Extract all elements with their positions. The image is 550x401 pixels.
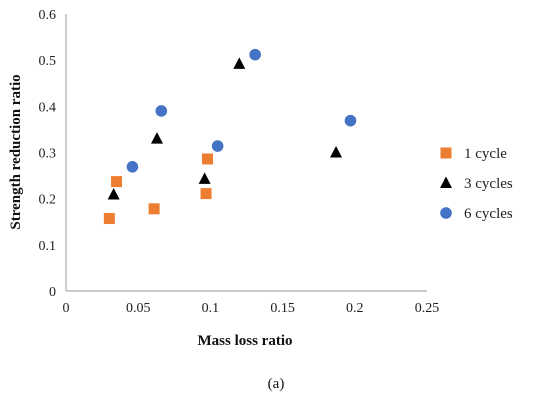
data-point-circle (344, 114, 357, 127)
data-point-square (148, 203, 160, 215)
legend-label: 1 cycle (464, 146, 507, 162)
y-axis-title: Strength reduction ratio (8, 74, 24, 229)
data-point-circle (249, 48, 261, 61)
y-tick-label: 0.2 (39, 193, 57, 208)
y-tick-label: 0.4 (39, 100, 57, 115)
x-tick-label: 0.05 (126, 301, 151, 316)
data-point-circle (155, 105, 168, 117)
y-tick-label: 0.5 (39, 54, 57, 69)
x-tick-label: 0.2 (346, 301, 364, 316)
data-point-circle (211, 140, 224, 152)
data-point-circle (126, 161, 139, 173)
legend-label: 6 cycles (464, 206, 513, 222)
legend: 1 cycle 3 cycles 6 cycles (440, 146, 513, 222)
data-point-triangle (107, 188, 120, 200)
data-point-square (202, 153, 214, 165)
legend-marker-square (440, 147, 452, 159)
x-tick-labels: 0 0.05 0.1 0.15 0.2 0.25 (63, 301, 440, 316)
data-point-square (103, 213, 115, 225)
y-tick-label: 0 (49, 285, 56, 300)
data-point-square (200, 188, 212, 200)
x-tick-label: 0 (63, 301, 70, 316)
legend-marker-circle (440, 207, 452, 219)
axes-group (65, 14, 427, 292)
data-point-triangle (198, 172, 211, 184)
x-tick-label: 0.25 (415, 301, 440, 316)
y-tick-label: 0.6 (39, 8, 57, 23)
x-tick-label: 0.1 (202, 301, 220, 316)
data-point-triangle (233, 57, 246, 69)
x-axis-title: Mass loss ratio (198, 333, 293, 349)
data-points (103, 48, 357, 225)
data-point-triangle (330, 146, 343, 158)
y-tick-labels: 0 0.1 0.2 0.3 0.4 0.5 0.6 (39, 8, 57, 300)
y-tick-label: 0.1 (39, 239, 57, 254)
data-point-square (111, 176, 123, 188)
x-tick-label: 0.15 (270, 301, 295, 316)
y-tick-label: 0.3 (39, 147, 57, 162)
legend-label: 3 cycles (464, 176, 513, 192)
legend-marker-triangle (440, 176, 452, 188)
data-point-triangle (150, 132, 163, 144)
figure-caption: (a) (268, 376, 285, 392)
